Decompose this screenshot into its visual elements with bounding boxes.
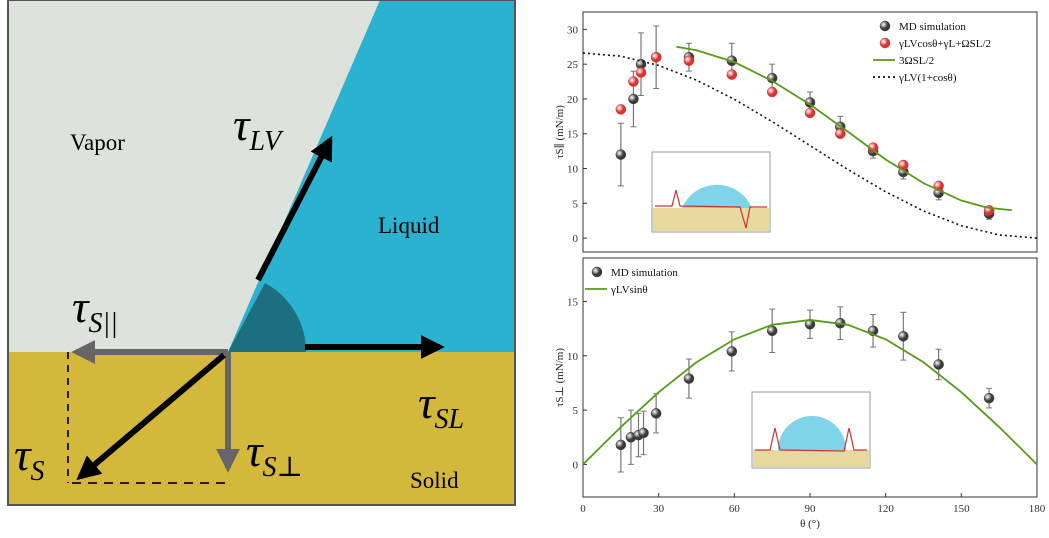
y-tick-label: 15 <box>567 129 579 141</box>
data-point <box>767 87 777 97</box>
data-point <box>684 56 694 66</box>
y-tick-label: 0 <box>573 459 579 471</box>
x-tick-label: 30 <box>653 503 665 515</box>
region-label: Vapor <box>70 130 125 155</box>
x-tick-label: 180 <box>1029 503 1046 515</box>
legend-marker <box>880 21 890 31</box>
data-point <box>934 359 944 369</box>
data-point <box>628 94 638 104</box>
data-line <box>583 53 1037 238</box>
y-tick-label: 10 <box>567 164 579 176</box>
legend-marker <box>880 38 890 48</box>
y-axis-label: τS∥ (mN/m) <box>553 105 566 159</box>
x-tick-label: 0 <box>580 503 586 515</box>
legend-label: MD simulation <box>899 21 966 33</box>
inset-solid <box>653 208 769 231</box>
legend-label: γLV(1+cosθ) <box>898 72 957 84</box>
y-tick-label: 5 <box>573 198 579 210</box>
data-point <box>767 326 777 336</box>
legend-label: γLVsinθ <box>610 284 648 296</box>
legend-label: MD simulation <box>611 267 678 279</box>
legend-label: 3ΩSL/2 <box>899 55 934 67</box>
region-label: Solid <box>410 468 459 493</box>
data-point <box>727 70 737 80</box>
data-point <box>639 428 649 438</box>
data-point <box>616 150 626 160</box>
x-tick-label: 90 <box>805 503 817 515</box>
y-tick-label: 10 <box>567 351 579 363</box>
inset <box>652 152 870 468</box>
y-tick-label: 5 <box>573 405 579 417</box>
y-tick-label: 15 <box>567 296 579 308</box>
x-tick-label: 120 <box>877 503 894 515</box>
data-point <box>898 331 908 341</box>
legend-marker <box>592 267 602 277</box>
data-point <box>651 408 661 418</box>
data-point <box>616 440 626 450</box>
y-axis-label: τS⊥ (mN/m) <box>554 348 566 407</box>
data-point <box>805 108 815 118</box>
figure: Vapor Liquid Solid τLV τS|| τSL τS τS⊥ 0… <box>0 0 1049 538</box>
x-axis-label: θ (°) <box>800 518 820 530</box>
data-point <box>628 77 638 87</box>
data-point <box>651 52 661 62</box>
data-point <box>835 129 845 139</box>
y-tick-label: 30 <box>567 24 579 36</box>
y-tick-label: 0 <box>573 233 579 245</box>
y-tick-label: 20 <box>567 94 579 106</box>
data-point <box>984 393 994 403</box>
x-tick-label: 60 <box>729 503 741 515</box>
diagram: Vapor Liquid Solid τLV τS|| τSL τS τS⊥ <box>8 0 515 505</box>
legend-label: γLVcosθ+γL+ΩSL/2 <box>898 38 991 50</box>
data-point <box>727 346 737 356</box>
inset-solid <box>753 450 869 467</box>
x-tick-label: 150 <box>953 503 970 515</box>
region-label: Liquid <box>378 213 440 238</box>
data-point <box>684 374 694 384</box>
data-point <box>616 104 626 114</box>
y-tick-label: 25 <box>567 59 579 71</box>
data-point <box>636 68 646 78</box>
